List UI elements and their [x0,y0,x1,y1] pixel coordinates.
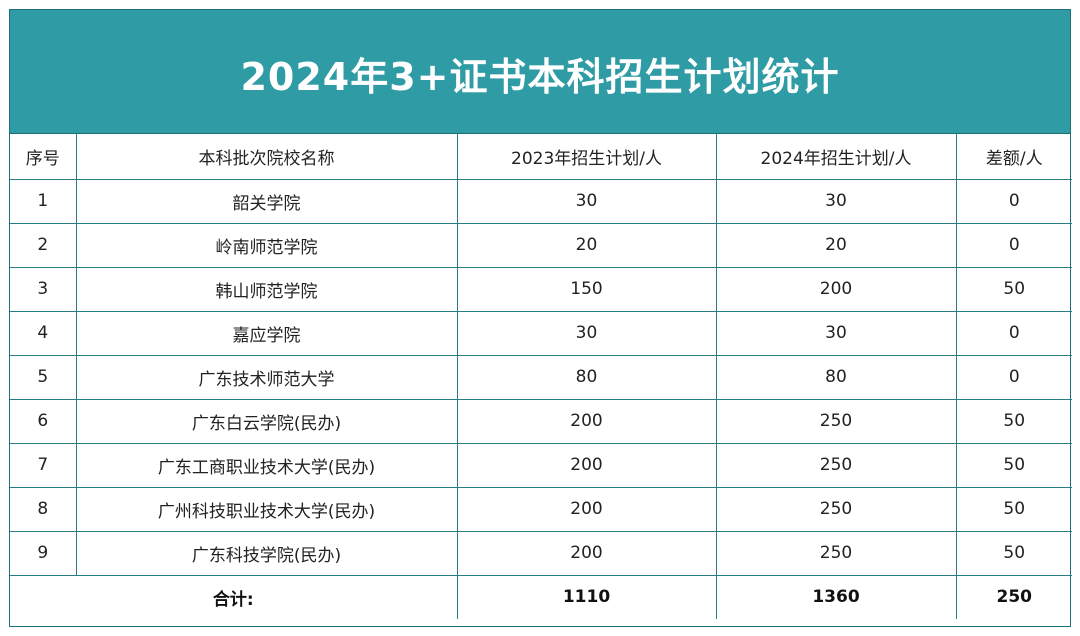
cell-plan-2023: 30 [457,311,717,356]
cell-school: 广东白云学院(民办) [76,399,458,444]
table-row: 5 广东技术师范大学 80 80 0 [10,355,1072,400]
table-body: 1 韶关学院 30 30 0 2 岭南师范学院 20 20 0 3 韩山师范学院… [10,179,1072,619]
page-title: 2024年3+证书本科招生计划统计 [240,55,840,99]
cell-plan-2024: 20 [716,223,957,268]
cell-school: 广州科技职业技术大学(民办) [76,487,458,532]
cell-school: 广东工商职业技术大学(民办) [76,443,458,488]
header-school: 本科批次院校名称 [76,134,458,180]
cell-school: 嘉应学院 [76,311,458,356]
cell-diff: 0 [956,223,1072,268]
cell-diff: 50 [956,531,1072,576]
cell-school: 韩山师范学院 [76,267,458,312]
table-row: 9 广东科技学院(民办) 200 250 50 [10,531,1072,576]
cell-index: 3 [10,267,77,312]
enrollment-table: 序号 本科批次院校名称 2023年招生计划/人 2024年招生计划/人 差额/人… [10,134,1072,619]
cell-index: 1 [10,179,77,224]
cell-plan-2023: 30 [457,179,717,224]
cell-school: 岭南师范学院 [76,223,458,268]
cell-plan-2024: 80 [716,355,957,400]
cell-plan-2023: 150 [457,267,717,312]
cell-diff: 0 [956,311,1072,356]
cell-index: 9 [10,531,77,576]
header-plan-2023: 2023年招生计划/人 [457,134,717,180]
cell-diff: 0 [956,179,1072,224]
cell-plan-2023: 200 [457,399,717,444]
cell-school: 广东科技学院(民办) [76,531,458,576]
cell-plan-2023: 200 [457,443,717,488]
cell-diff: 50 [956,267,1072,312]
total-plan-2023: 1110 [457,575,717,619]
table-row: 4 嘉应学院 30 30 0 [10,311,1072,356]
table-row: 6 广东白云学院(民办) 200 250 50 [10,399,1072,444]
cell-index: 4 [10,311,77,356]
cell-diff: 50 [956,399,1072,444]
header-diff: 差额/人 [956,134,1072,180]
cell-index: 5 [10,355,77,400]
cell-plan-2024: 250 [716,531,957,576]
cell-plan-2023: 80 [457,355,717,400]
cell-index: 8 [10,487,77,532]
cell-school: 广东技术师范大学 [76,355,458,400]
header-plan-2024: 2024年招生计划/人 [716,134,957,180]
cell-plan-2024: 200 [716,267,957,312]
cell-plan-2024: 30 [716,311,957,356]
table-row: 1 韶关学院 30 30 0 [10,179,1072,224]
cell-index: 7 [10,443,77,488]
cell-plan-2024: 250 [716,487,957,532]
cell-index: 2 [10,223,77,268]
cell-diff: 50 [956,487,1072,532]
cell-diff: 0 [956,355,1072,400]
table-row: 3 韩山师范学院 150 200 50 [10,267,1072,312]
table-row: 8 广州科技职业技术大学(民办) 200 250 50 [10,487,1072,532]
cell-plan-2024: 250 [716,443,957,488]
table-row: 7 广东工商职业技术大学(民办) 200 250 50 [10,443,1072,488]
total-diff: 250 [996,587,1033,608]
cell-plan-2024: 30 [716,179,957,224]
header-index: 序号 [10,134,77,180]
cell-plan-2023: 200 [457,487,717,532]
cell-plan-2023: 20 [457,223,717,268]
table-row: 2 岭南师范学院 20 20 0 [10,223,1072,268]
cell-plan-2023: 200 [457,531,717,576]
cell-plan-2024: 250 [716,399,957,444]
cell-diff: 50 [956,443,1072,488]
total-row: 合计: 1110 1360 250 [10,575,1072,619]
header-row: 序号 本科批次院校名称 2023年招生计划/人 2024年招生计划/人 差额/人 [10,134,1072,180]
cell-index: 6 [10,399,77,444]
total-plan-2024: 1360 [716,575,957,619]
total-label: 合计: [10,575,458,619]
table-frame: 2024年3+证书本科招生计划统计 序号 本科批次院校名称 2023年招生计划/… [9,9,1072,627]
title-bar: 2024年3+证书本科招生计划统计 [10,10,1070,134]
cell-school: 韶关学院 [76,179,458,224]
